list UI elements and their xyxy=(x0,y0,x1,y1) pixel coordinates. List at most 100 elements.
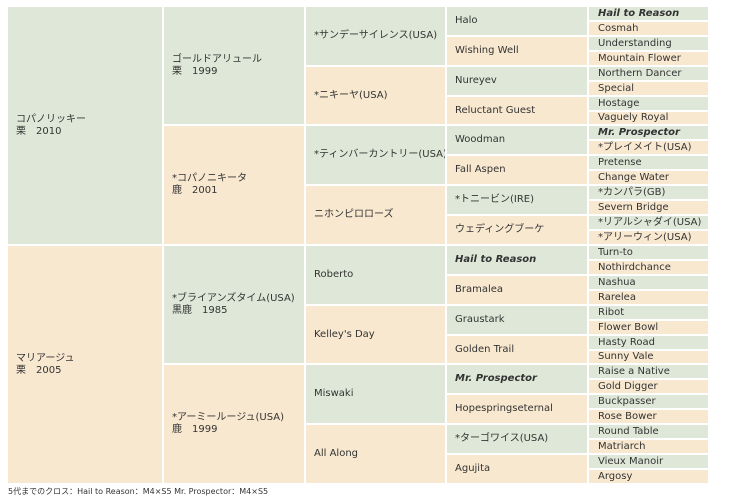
horse-name: *カンパラ(GB) xyxy=(598,186,666,198)
horse-info: 栗 2005 xyxy=(16,364,62,376)
gen5-cell: Gold Digger xyxy=(588,379,709,394)
horse-name: Ribot xyxy=(598,306,625,318)
horse-info: 黒鹿 1985 xyxy=(172,304,228,316)
gen5-cell: Rose Bower xyxy=(588,409,709,424)
gen4-cell: Hopespringseternal xyxy=(446,394,588,424)
horse-name: Change Water xyxy=(598,171,670,183)
gen5-cell: Sunny Vale xyxy=(588,350,709,364)
horse-name: Vieux Manoir xyxy=(598,455,664,467)
horse-name: Turn-to xyxy=(598,246,633,258)
gen3-cell: *サンデーサイレンス(USA) xyxy=(305,6,446,66)
gen3-cell: Roberto xyxy=(305,245,446,305)
horse-name: Northern Dancer xyxy=(598,67,682,79)
gen5-cell: Nashua xyxy=(588,275,709,290)
horse-name: Flower Bowl xyxy=(598,321,659,333)
horse-name: Understanding xyxy=(598,37,672,49)
gen4-cell: Halo xyxy=(446,6,588,36)
gen2-cell: *アーミールージュ(USA) 鹿 1999 xyxy=(163,364,305,484)
horse-name: Wishing Well xyxy=(455,45,519,56)
horse-info: 鹿 2001 xyxy=(172,185,218,196)
horse-name: Hopespringseternal xyxy=(455,403,553,414)
gen5-cell: Round Table xyxy=(588,424,709,439)
gen1-dam-cell: マリアージュ 栗 2005 xyxy=(7,245,163,484)
horse-name: Special xyxy=(598,82,635,94)
gen5-cell: Turn-to xyxy=(588,245,709,260)
gen2-cell: *コパノニキータ 鹿 2001 xyxy=(163,125,305,245)
horse-name: ニホンピロローズ xyxy=(314,209,394,220)
horse-name: Rose Bower xyxy=(598,410,657,422)
horse-name: Nashua xyxy=(598,276,636,288)
horse-name: *コパノニキータ xyxy=(172,173,247,184)
gen5-cell: Rarelea xyxy=(588,290,709,305)
pedigree-table: コパノリッキー 栗 2010 マリアージュ 栗 2005 ゴールドアリュール 栗… xyxy=(7,6,709,484)
gen4-cell: ウェディングブーケ xyxy=(446,215,588,245)
gen5-cell: Mr. Prospector xyxy=(588,125,709,140)
gen5-cell: Special xyxy=(588,81,709,96)
horse-info: 栗 1999 xyxy=(172,65,218,77)
horse-name: Buckpasser xyxy=(598,395,656,407)
horse-name: Mountain Flower xyxy=(598,52,681,64)
gen5-cell: Cosmah xyxy=(588,21,709,36)
gen5-cell: Understanding xyxy=(588,36,709,51)
horse-name: *トニービン(IRE) xyxy=(455,194,535,205)
horse-name: *サンデーサイレンス(USA) xyxy=(314,30,438,41)
gen5-cell: Buckpasser xyxy=(588,394,709,409)
gen4-cell: *ターゴワイス(USA) xyxy=(446,424,588,454)
horse-name: All Along xyxy=(314,448,358,459)
horse-name: *ターゴワイス(USA) xyxy=(455,433,549,444)
horse-name: Nureyev xyxy=(455,75,497,86)
gen5-cell: Pretense xyxy=(588,155,709,170)
horse-info: 栗 2010 xyxy=(16,125,62,137)
horse-name: *アリーウィン(USA) xyxy=(598,231,692,243)
gen5-cell: Raise a Native xyxy=(588,364,709,379)
gen5-cell: Argosy xyxy=(588,469,709,484)
gen5-cell: Northern Dancer xyxy=(588,66,709,81)
horse-name: *リアルシャダイ(USA) xyxy=(598,216,702,228)
horse-name: Cosmah xyxy=(598,22,639,34)
horse-name-cross: Mr. Prospector xyxy=(598,126,680,138)
gen4-cell: Agujita xyxy=(446,454,588,484)
horse-name: コパノリッキー xyxy=(16,113,86,125)
gen5-cell: Vaguely Royal xyxy=(588,111,709,125)
gen5-cell: Flower Bowl xyxy=(588,320,709,335)
horse-name: Nothirdchance xyxy=(598,261,671,273)
horse-name: ウェディングブーケ xyxy=(455,224,545,235)
gen3-cell: *ニキーヤ(USA) xyxy=(305,66,446,125)
horse-name: Reluctant Guest xyxy=(455,104,536,116)
gen5-cell: *カンパラ(GB) xyxy=(588,185,709,200)
gen5-cell: Hasty Road xyxy=(588,335,709,350)
horse-name: Agujita xyxy=(455,463,491,474)
gen2-cell: ゴールドアリュール 栗 1999 xyxy=(163,6,305,125)
horse-name: Halo xyxy=(455,15,478,26)
gen3-cell: ニホンピロローズ xyxy=(305,185,446,245)
horse-name-cross: Hail to Reason xyxy=(598,7,680,19)
horse-name: *ニキーヤ(USA) xyxy=(314,89,388,101)
horse-name: *アーミールージュ(USA) xyxy=(172,412,284,423)
horse-name: *ブライアンズタイム(USA) xyxy=(172,292,295,304)
horse-name-cross: Mr. Prospector xyxy=(455,373,537,384)
gen5-cell: Hostage xyxy=(588,96,709,111)
gen5-cell: Matriarch xyxy=(588,439,709,454)
gen4-cell: Nureyev xyxy=(446,66,588,96)
horse-name: Severn Bridge xyxy=(598,201,669,213)
gen3-cell: Miswaki xyxy=(305,364,446,424)
gen4-cell: Woodman xyxy=(446,125,588,155)
inbreeding-cross-note: 5代までのクロス：Hail to Reason：M4×S5 Mr. Prospe… xyxy=(8,487,269,496)
horse-name: Golden Trail xyxy=(455,343,515,355)
horse-name: Hostage xyxy=(598,97,640,109)
horse-name: Woodman xyxy=(455,134,506,145)
gen5-cell: Hail to Reason xyxy=(588,6,709,21)
horse-name: *プレイメイト(USA) xyxy=(598,141,692,153)
horse-name: Roberto xyxy=(314,269,354,280)
gen5-cell: *リアルシャダイ(USA) xyxy=(588,215,709,230)
gen5-cell: Vieux Manoir xyxy=(588,454,709,469)
horse-name: Fall Aspen xyxy=(455,164,506,175)
gen3-cell: Kelley's Day xyxy=(305,305,446,364)
horse-name: Miswaki xyxy=(314,388,354,399)
horse-name: マリアージュ xyxy=(16,352,75,364)
horse-name: Vaguely Royal xyxy=(598,112,669,123)
gen5-cell: *プレイメイト(USA) xyxy=(588,140,709,155)
horse-info: 鹿 1999 xyxy=(172,424,218,435)
horse-name: Gold Digger xyxy=(598,380,658,392)
horse-name: Hasty Road xyxy=(598,336,655,348)
